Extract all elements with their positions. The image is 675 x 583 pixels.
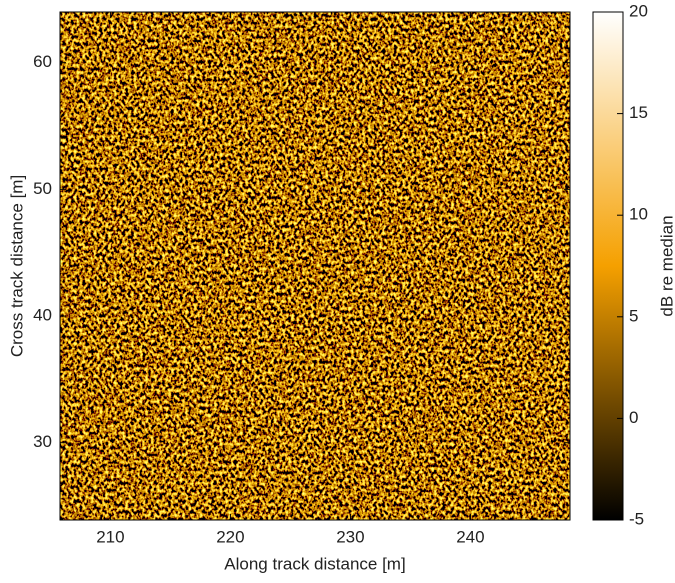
x-axis-label: Along track distance [m] (224, 554, 405, 573)
x-tick-label: 220 (216, 527, 244, 546)
y-tick-label: 40 (33, 306, 52, 325)
y-tick-label: 60 (33, 52, 52, 71)
colorbar-tick-label: 0 (629, 408, 638, 427)
colorbar (592, 11, 624, 521)
colorbar-tick-label: 5 (629, 306, 638, 325)
colorbar-tick-label: 20 (629, 1, 648, 20)
y-tick-label: 30 (33, 432, 52, 451)
colorbar-tick-label: 10 (629, 205, 648, 224)
x-tick-label: 210 (96, 527, 124, 546)
x-tick-label: 240 (456, 527, 484, 546)
plot-frame (59, 11, 571, 521)
y-tick-label: 50 (33, 179, 52, 198)
x-tick-label: 230 (336, 527, 364, 546)
colorbar-label: dB re median (657, 215, 675, 316)
sonar-image (60, 12, 570, 520)
colorbar-tick-label: 15 (629, 103, 648, 122)
y-axis-label: Cross track distance [m] (7, 175, 26, 357)
colorbar-tick-label: -5 (629, 509, 644, 528)
